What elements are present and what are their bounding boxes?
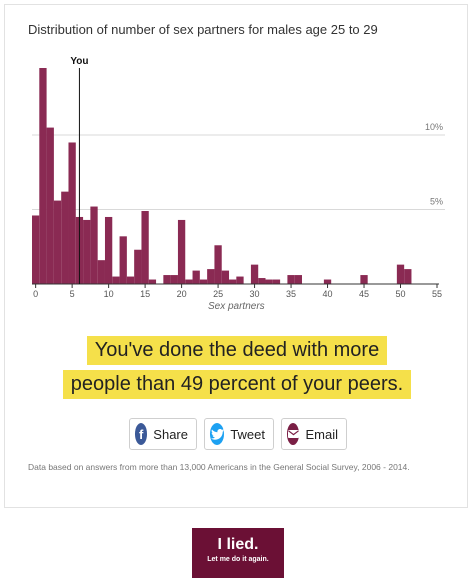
histogram-bar <box>258 278 266 284</box>
histogram-bar <box>39 68 47 284</box>
email-button[interactable]: Email <box>281 418 347 450</box>
i-lied-sublabel: Let me do it again. <box>207 556 269 563</box>
x-tick-label: 50 <box>396 289 406 299</box>
histogram-bar <box>214 245 222 284</box>
data-source-footnote: Data based on answers from more than 13,… <box>28 462 410 472</box>
histogram-bar <box>68 142 76 284</box>
envelope-icon <box>287 423 300 445</box>
x-tick-label: 5 <box>70 289 75 299</box>
histogram-bar <box>177 219 186 284</box>
histogram-bar <box>141 211 149 284</box>
histogram-bar <box>104 216 113 284</box>
headline-line2-text: people than 49 percent of your peers. <box>62 370 412 399</box>
x-tick-label: 25 <box>213 289 223 299</box>
histogram-bar <box>192 270 200 284</box>
facebook-icon: f <box>135 423 148 445</box>
x-tick-label: 10 <box>104 289 114 299</box>
histogram-bar <box>229 279 237 284</box>
histogram-bar <box>323 279 332 284</box>
chart-title: Distribution of number of sex partners f… <box>28 22 378 37</box>
x-axis-title: Sex partners <box>208 301 265 312</box>
share-button[interactable]: f Share <box>129 418 197 450</box>
histogram-bar <box>396 264 405 284</box>
headline-line1-text: You've done the deed with more <box>86 336 388 365</box>
histogram-bar <box>294 275 302 284</box>
histogram-bar <box>46 127 54 284</box>
histogram-bar <box>163 275 171 284</box>
result-headline-line2: people than 49 percent of your peers. <box>0 370 474 399</box>
histogram-bar <box>199 279 208 284</box>
histogram-chart: 5% 10% 0 5 10 15 20 25 30 35 40 45 50 55 Sex partners Y… <box>32 56 445 312</box>
histogram-bar <box>119 236 127 284</box>
y-tick-label: 10% <box>425 122 443 132</box>
x-tick-label: 20 <box>177 289 187 299</box>
histogram-bar <box>360 275 368 284</box>
histogram-bar <box>265 279 273 284</box>
x-tick-label: 15 <box>140 289 150 299</box>
histogram-bar <box>83 219 91 284</box>
histogram-bar <box>61 191 69 284</box>
histogram-bar <box>112 276 120 284</box>
x-tick-label: 40 <box>323 289 333 299</box>
result-headline-line1: You've done the deed with more <box>0 336 474 365</box>
x-tick-label: 0 <box>33 289 38 299</box>
email-label: Email <box>305 426 338 442</box>
x-tick-label: 55 <box>432 289 442 299</box>
histogram-bar <box>170 275 178 284</box>
you-marker-label: You <box>70 56 88 67</box>
histogram-bar <box>90 206 98 284</box>
x-tick-label: 45 <box>359 289 369 299</box>
histogram-bar <box>126 276 135 284</box>
x-tick-label: 35 <box>286 289 296 299</box>
tweet-label: Tweet <box>230 426 265 442</box>
histogram-bar <box>221 270 230 284</box>
twitter-icon <box>210 423 225 445</box>
i-lied-label: I lied. <box>217 536 259 553</box>
histogram-bar <box>287 275 295 284</box>
histogram-bar <box>404 269 412 284</box>
i-lied-button[interactable]: I lied. Let me do it again. <box>192 528 284 578</box>
histogram-bar <box>236 276 244 284</box>
histogram-bar <box>134 249 142 284</box>
share-label: Share <box>153 426 188 442</box>
x-tick-label: 30 <box>250 289 260 299</box>
histogram-bar <box>148 279 157 284</box>
tweet-button[interactable]: Tweet <box>204 418 274 450</box>
histogram-bar <box>207 269 215 284</box>
histogram-bar <box>32 215 40 284</box>
histogram-bar <box>97 260 105 284</box>
histogram-bar <box>53 200 62 284</box>
histogram-bar <box>272 279 281 284</box>
y-tick-label: 5% <box>430 197 443 207</box>
histogram-bar <box>185 279 193 284</box>
histogram-bar <box>250 264 259 284</box>
